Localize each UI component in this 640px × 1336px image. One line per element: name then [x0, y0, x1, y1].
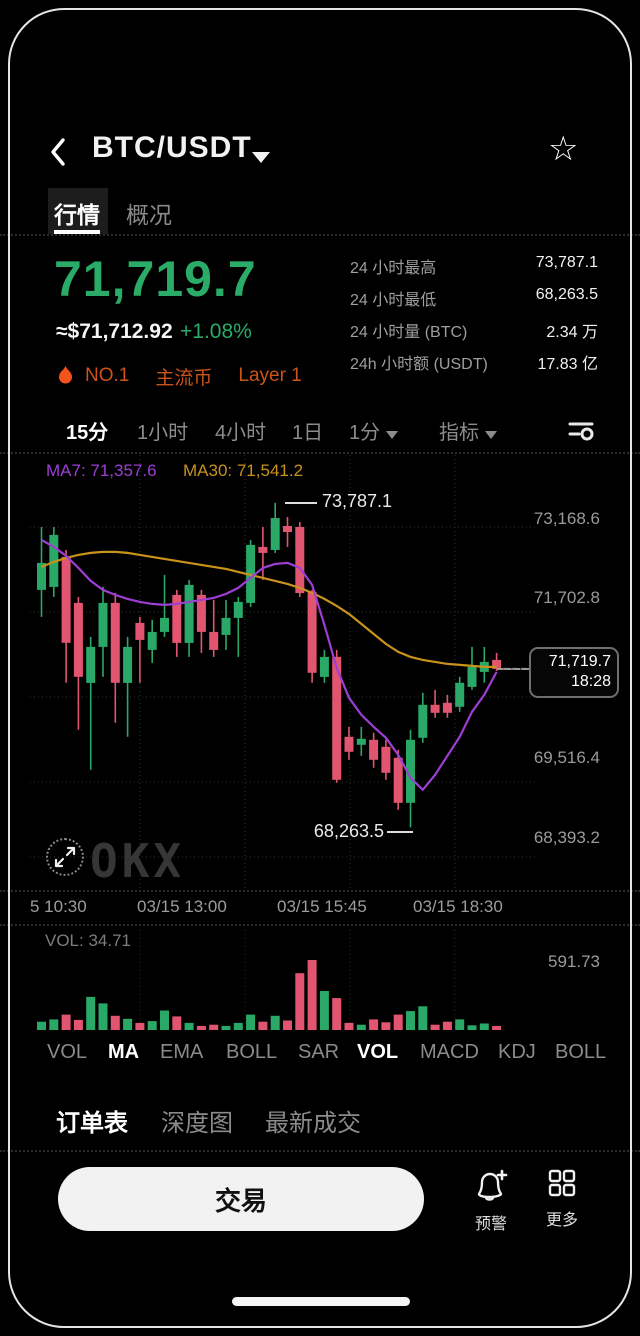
last-price-badge[interactable]: 71,719.7 18:28 [529, 647, 619, 698]
badge-rank[interactable]: NO.1 [85, 365, 130, 386]
stats-panel: 24 小时最高 73,787.1 24 小时最低 68,263.5 24 小时量 (… [350, 254, 598, 382]
separator [0, 890, 640, 892]
price-alert-button[interactable]: 预警 [462, 1168, 520, 1234]
tab-overview[interactable]: 概况 [126, 202, 172, 228]
stat-label: 24h 小时额 (USDT) [350, 356, 488, 373]
badge-layer[interactable]: Layer 1 [238, 365, 302, 386]
x-axis-label: 03/15 18:30 [413, 897, 503, 916]
tab-depth-chart[interactable]: 深度图 [161, 1110, 233, 1137]
token-badges: NO.1 主流币 Layer 1 [58, 364, 302, 389]
stat-label: 24 小时最低 [350, 292, 437, 309]
indicator-tab-sar[interactable]: SAR [298, 1041, 340, 1063]
low-annotation-line [387, 831, 413, 833]
ma7-label: MA7: 71,357.6 [46, 461, 157, 480]
flame-icon [59, 366, 72, 384]
chevron-down-icon [485, 431, 497, 439]
badge-price: 71,719.7 [548, 653, 611, 670]
separator [0, 924, 640, 926]
y-axis-label: 68,393.2 [533, 828, 600, 847]
candlestick-chart[interactable] [30, 455, 615, 895]
y-axis-label: 71,702.8 [533, 588, 600, 607]
more-label: 更多 [545, 1212, 578, 1229]
volume-chart[interactable] [30, 930, 615, 1035]
pair-title[interactable]: BTC/USDT [92, 131, 252, 164]
pair-dropdown-caret-icon[interactable] [252, 152, 270, 163]
okx-watermark: OKX [90, 834, 186, 888]
indicator-tab-boll2[interactable]: BOLL [555, 1041, 607, 1063]
stat-value: 73,787.1 [535, 254, 598, 271]
more-grid-icon [548, 1169, 576, 1197]
tab-quotes[interactable]: 行情 [54, 202, 100, 228]
stat-value: 17.83 亿 [537, 356, 599, 373]
home-indicator [232, 1297, 410, 1306]
high-annotation: 73,787.1 [322, 491, 393, 511]
separator [0, 234, 640, 236]
tab-latest-trades[interactable]: 最新成交 [265, 1110, 361, 1137]
last-price: 71,719.7 [54, 251, 257, 307]
alert-label: 预警 [474, 1216, 507, 1233]
back-icon[interactable] [50, 138, 66, 166]
timeframe-4h[interactable]: 4小时 [215, 422, 267, 444]
stat-label: 24 小时最高 [350, 260, 437, 277]
indicator-dropdown[interactable]: 指标 [439, 416, 497, 445]
indicator-tab-macd[interactable]: MACD [420, 1041, 479, 1063]
indicator-tab-boll[interactable]: BOLL [226, 1041, 278, 1063]
indicator-tab-kdj[interactable]: KDJ [498, 1041, 536, 1063]
high-annotation-line [285, 502, 317, 504]
tab-active-underline [54, 230, 100, 234]
more-button[interactable]: 更多 [533, 1168, 591, 1230]
separator [0, 452, 640, 454]
stat-value: 68,263.5 [535, 286, 598, 303]
stat-row: 24h 小时额 (USDT) 17.83 亿 [350, 350, 598, 374]
favorite-star-icon[interactable]: ☆ [548, 130, 579, 168]
volume-indicator-label: VOL: 34.71 [45, 931, 132, 950]
expand-chart-button[interactable] [46, 838, 84, 876]
badge-category[interactable]: 主流币 [155, 367, 213, 389]
change-percent: +1.08% [180, 320, 252, 343]
stat-label: 24 小时量 (BTC) [350, 324, 468, 341]
last-price-dash-line [497, 668, 529, 670]
indicator-tab-ma[interactable]: MA [108, 1041, 140, 1063]
x-axis-label: 03/15 15:45 [277, 897, 367, 916]
indicator-tab-vol2[interactable]: VOL [357, 1041, 399, 1063]
badge-time: 18:28 [570, 673, 611, 690]
stat-row: 24 小时最低 68,263.5 [350, 286, 598, 310]
y-axis-label: 69,516.4 [533, 748, 600, 767]
separator [0, 1150, 640, 1152]
tab-quotes-highlight [48, 188, 108, 234]
y-axis-label: 73,168.6 [533, 509, 600, 528]
stat-row: 24 小时量 (BTC) 2.34 万 [350, 318, 598, 342]
trade-button[interactable]: 交易 [58, 1167, 424, 1231]
timeframe-more-dropdown[interactable]: 1分 [349, 416, 399, 445]
timeframe-1d[interactable]: 1日 [292, 422, 324, 444]
x-axis-label: 5 10:30 [30, 897, 87, 916]
x-axis-label: 03/15 13:00 [137, 897, 227, 916]
stat-value: 2.34 万 [546, 324, 598, 341]
timeframe-1h[interactable]: 1小时 [137, 422, 189, 444]
indicator-settings-icon[interactable] [568, 418, 594, 442]
chevron-down-icon [386, 431, 399, 439]
indicator-tab-vol[interactable]: VOL [47, 1041, 88, 1063]
alert-bell-plus-icon [477, 1169, 508, 1201]
volume-axis-label: 591.73 [548, 952, 600, 971]
low-annotation: 68,263.5 [313, 821, 384, 841]
stat-row: 24 小时最高 73,787.1 [350, 254, 598, 278]
ma30-label: MA30: 71,541.2 [183, 461, 304, 480]
timeframe-15m[interactable]: 15分 [66, 422, 109, 444]
fiat-price: ≈$71,712.92 [56, 320, 173, 343]
expand-icon [54, 846, 76, 868]
indicator-tab-ema[interactable]: EMA [160, 1041, 204, 1063]
tab-order-book[interactable]: 订单表 [56, 1110, 128, 1137]
